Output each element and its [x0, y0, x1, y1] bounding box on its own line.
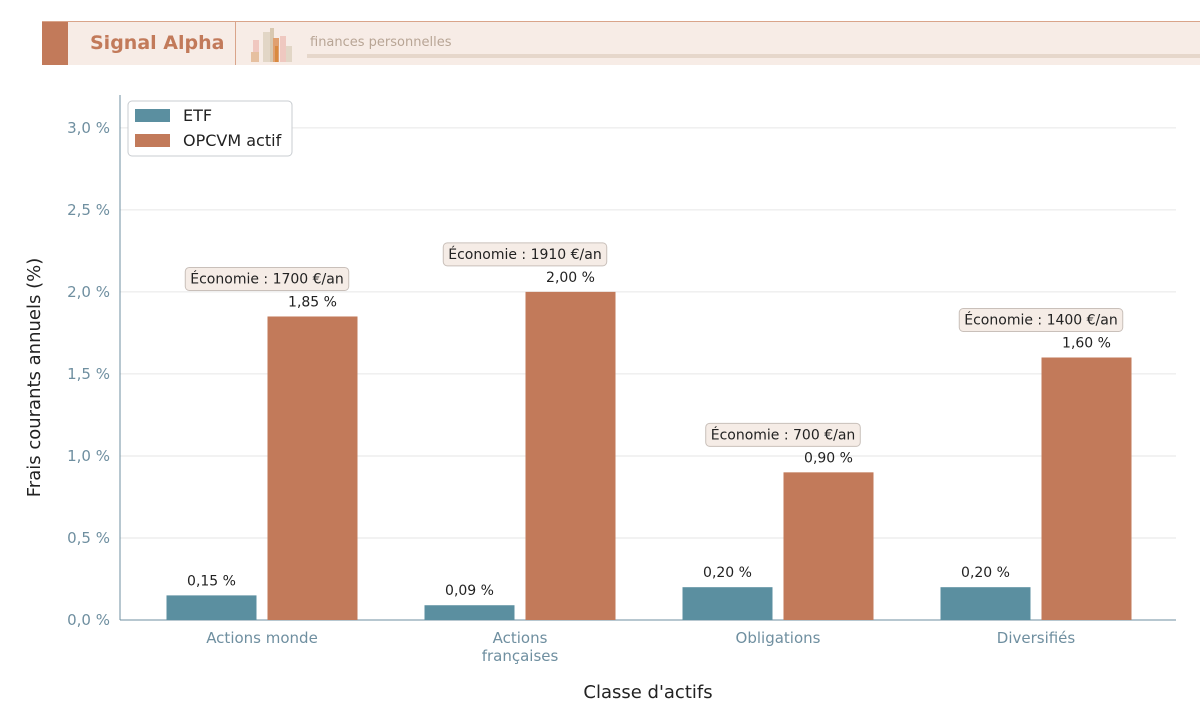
value-label: 0,20 %: [961, 565, 1010, 581]
tagline-underline: [307, 54, 1200, 58]
savings-annotation: Économie : 1700 €/an: [190, 270, 343, 287]
tagline: finances personnelles: [310, 35, 452, 50]
y-tick-label: 2,0 %: [67, 283, 110, 301]
savings-annotation: Économie : 1910 €/an: [448, 246, 601, 263]
y-tick-label: 1,5 %: [67, 365, 110, 383]
bar-etf: [940, 587, 1031, 620]
x-tick-label: Actions françaises: [482, 629, 559, 665]
legend-swatch: [135, 134, 170, 147]
bar-opcvm: [267, 316, 358, 620]
annotation-box: [442, 242, 608, 267]
header-divider: [235, 22, 236, 65]
savings-annotation: Économie : 1400 €/an: [964, 312, 1117, 329]
value-label: 1,60 %: [1062, 336, 1111, 352]
x-tick-label: Obligations: [736, 629, 821, 647]
bar-etf: [424, 605, 515, 620]
brand-name[interactable]: Signal Alpha: [90, 32, 225, 54]
annotation-box: [705, 422, 861, 447]
y-tick-label: 0,5 %: [67, 529, 110, 547]
site-header: Signal Alpha finances personnelles: [42, 21, 1200, 65]
savings-annotation: Économie : 700 €/an: [711, 426, 856, 443]
bar-opcvm: [783, 472, 874, 620]
legend-label: OPCVM actif: [183, 131, 282, 150]
y-axis-title: Frais courants annuels (%): [24, 258, 45, 497]
x-tick-label: Diversifiés: [997, 629, 1076, 647]
bar-opcvm: [1041, 357, 1132, 620]
legend-label: ETF: [183, 106, 212, 125]
y-tick-label: 2,5 %: [67, 201, 110, 219]
annotation-box: [184, 266, 350, 291]
annotation-box: [958, 308, 1124, 332]
value-label: 0,90 %: [804, 450, 853, 466]
bar-etf: [682, 587, 773, 620]
value-label: 0,15 %: [187, 573, 236, 589]
y-tick-label: 0,0 %: [67, 611, 110, 629]
brand-block: [42, 22, 68, 65]
bar-etf: [166, 595, 257, 620]
bar-opcvm: [525, 291, 616, 620]
y-tick-label: 3,0 %: [67, 119, 110, 137]
bar-chart-logo-icon: [251, 28, 292, 62]
value-label: 2,00 %: [546, 270, 595, 286]
x-axis-title: Classe d'actifs: [583, 682, 712, 703]
x-tick-label: Actions monde: [206, 629, 318, 647]
value-label: 0,20 %: [703, 565, 752, 581]
y-tick-label: 1,0 %: [67, 447, 110, 465]
value-label: 1,85 %: [288, 294, 337, 310]
legend-swatch: [135, 109, 170, 122]
value-label: 0,09 %: [445, 583, 494, 599]
